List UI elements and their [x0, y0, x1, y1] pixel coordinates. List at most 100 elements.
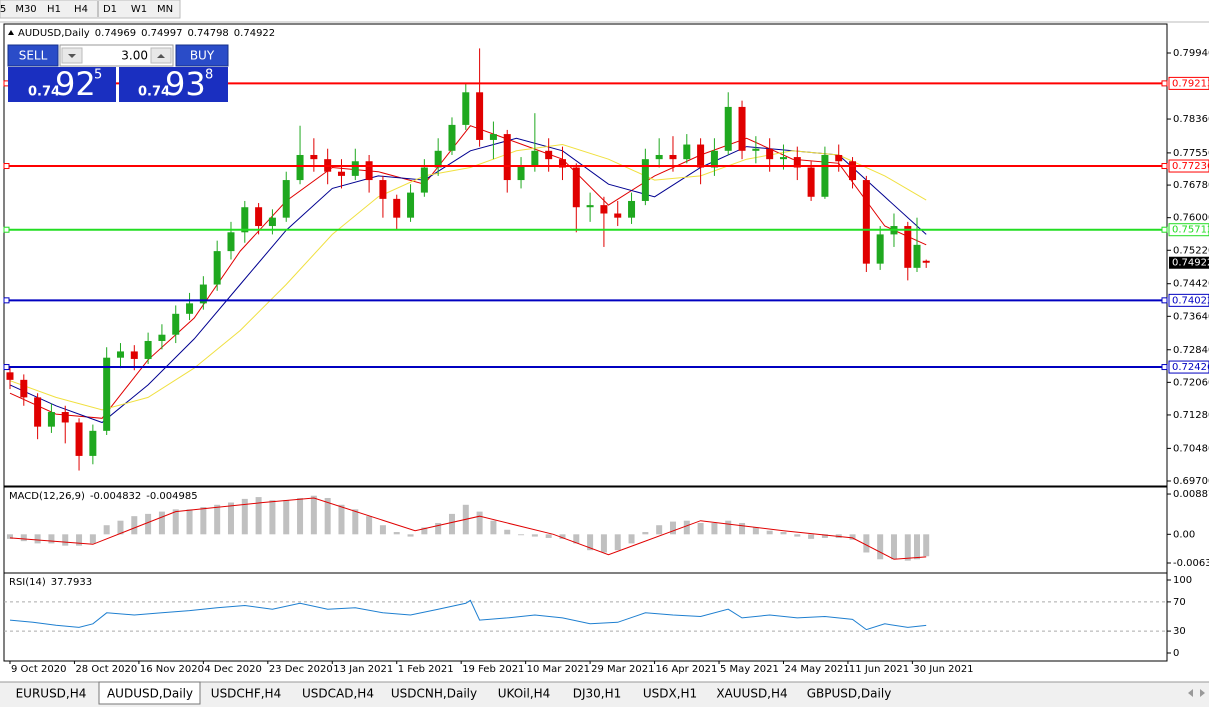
- buy-label[interactable]: BUY: [190, 49, 215, 63]
- macd-bar: [421, 527, 428, 535]
- panel-header-value: -0.004832: [90, 491, 141, 502]
- candle-body: [103, 357, 111, 431]
- panel-header-value: 37.7933: [51, 577, 92, 588]
- candle-body: [849, 161, 857, 181]
- macd-bar: [352, 509, 359, 535]
- tab[interactable]: UKOil,H4: [498, 687, 551, 701]
- timeframe-button[interactable]: 5: [0, 4, 6, 15]
- candle-body: [862, 180, 870, 264]
- collapse-icon[interactable]: [8, 30, 14, 35]
- macd-bar: [89, 534, 96, 544]
- tab-bar: [0, 682, 1209, 707]
- timeframe-button[interactable]: D1: [103, 4, 117, 15]
- candle-body: [199, 284, 207, 304]
- scroll-left[interactable]: [1188, 689, 1193, 697]
- scroll-right[interactable]: [1200, 689, 1205, 697]
- moving-average: [9, 125, 927, 419]
- level-price-box: [1168, 293, 1209, 307]
- level-price-label: 0.75712: [1172, 225, 1209, 236]
- sell-button[interactable]: [7, 44, 59, 67]
- panel-frame: [3, 572, 1168, 662]
- level-anchor: [1161, 364, 1168, 371]
- timeframe-button[interactable]: H4: [74, 4, 88, 15]
- tab[interactable]: USDCHF,H4: [211, 687, 281, 701]
- lot-up-arrow: [157, 54, 165, 58]
- panel-header-value: 0.74969: [95, 28, 136, 39]
- lot-value[interactable]: 3.00: [121, 49, 148, 63]
- x-tick-label: 30 Jun 2021: [913, 664, 973, 675]
- macd-bar: [131, 516, 138, 535]
- tab[interactable]: USDCAD,H4: [302, 687, 374, 701]
- sell-price-big-figure: 0.74: [28, 85, 60, 100]
- macd-bar: [338, 504, 345, 535]
- candle-body: [61, 412, 69, 423]
- rsi-line: [9, 599, 927, 631]
- candle-body: [913, 244, 921, 268]
- lot-input[interactable]: [59, 44, 174, 67]
- panel-title: AUDUSD,Daily: [18, 28, 90, 39]
- macd-bar: [587, 534, 594, 551]
- sell-price-box[interactable]: [8, 67, 116, 102]
- level-price-box: [1168, 360, 1209, 374]
- tab[interactable]: AUDUSD,Daily: [107, 687, 193, 701]
- candle-body: [876, 234, 884, 264]
- candle-body: [172, 313, 180, 335]
- candle-body: [489, 134, 497, 140]
- active-tab[interactable]: [98, 681, 201, 705]
- macd-bar: [669, 521, 676, 535]
- signal-line: [9, 497, 927, 560]
- macd-bar: [476, 511, 483, 535]
- x-tick-label: 19 Feb 2021: [462, 664, 524, 675]
- panel-header-value: 0.74997: [141, 28, 182, 39]
- macd-bar: [642, 532, 649, 535]
- sell-label[interactable]: SELL: [19, 49, 48, 63]
- level-price-label: 0.74022: [1172, 295, 1209, 306]
- candle-body: [310, 154, 318, 160]
- macd-bar: [697, 522, 704, 535]
- macd-bar: [186, 509, 193, 535]
- candle-body: [517, 165, 525, 181]
- candle-body: [130, 351, 138, 359]
- tab[interactable]: GBPUSD,Daily: [807, 687, 892, 701]
- candle-body: [710, 150, 718, 168]
- buy-button[interactable]: [175, 44, 229, 67]
- candle-body: [47, 412, 55, 427]
- timeframe-button[interactable]: H1: [47, 4, 61, 15]
- x-tick-label: 4 Dec 2020: [204, 664, 262, 675]
- tab[interactable]: EURUSD,H4: [16, 687, 87, 701]
- timeframe-button[interactable]: W1: [131, 4, 147, 15]
- y-tick-label: -0.00632: [1173, 558, 1209, 569]
- timeframe-button[interactable]: MN: [157, 4, 173, 15]
- tab[interactable]: USDCNH,Daily: [391, 687, 477, 701]
- candle-body: [600, 205, 608, 214]
- macd-bar: [490, 520, 497, 535]
- level-anchor: [1161, 163, 1168, 170]
- tab[interactable]: XAUUSD,H4: [716, 687, 787, 701]
- candle-body: [683, 144, 691, 160]
- macd-bar: [794, 534, 801, 537]
- x-tick-label: 9 Oct 2020: [11, 664, 66, 675]
- macd-bar: [448, 513, 455, 535]
- toolbar-bg: [0, 0, 181, 19]
- candle-body: [476, 92, 484, 140]
- y-tick-label: 100: [1173, 575, 1192, 586]
- macd-bar: [393, 532, 400, 535]
- level-anchor: [3, 297, 10, 304]
- macd-bar: [711, 522, 718, 535]
- candle-body: [241, 207, 249, 233]
- timeframe-button[interactable]: M30: [15, 4, 36, 15]
- macd-bar: [890, 534, 897, 560]
- tab[interactable]: DJ30,H1: [573, 687, 622, 701]
- macd-bar: [310, 495, 317, 535]
- buy-price-box[interactable]: [119, 67, 228, 102]
- y-tick-label: 0.00: [1173, 529, 1195, 540]
- macd-bar: [435, 522, 442, 535]
- candle-body: [379, 180, 387, 199]
- tab[interactable]: USDX,H1: [643, 687, 697, 701]
- macd-bar: [559, 534, 566, 539]
